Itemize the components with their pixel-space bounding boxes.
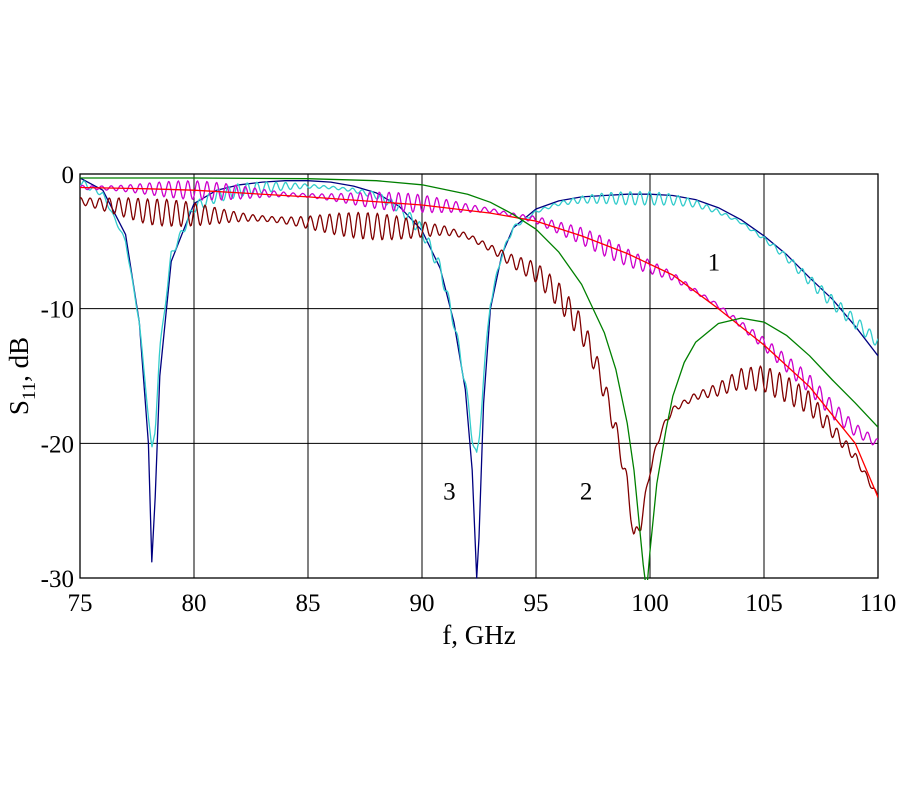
series-line-3: [80, 180, 878, 446]
y-tick-label: -20: [41, 431, 74, 458]
x-tick-label: 100: [631, 590, 669, 617]
series-line-4: [80, 197, 878, 535]
x-tick-label: 110: [860, 590, 897, 617]
y-tick-label: 0: [62, 162, 75, 189]
y-axis-label-main: S: [4, 400, 34, 415]
x-tick-label: 95: [524, 590, 549, 617]
plot-frame: [79, 173, 879, 579]
series-line-6: [80, 177, 878, 580]
series-group: [80, 177, 878, 580]
x-tick-label: 75: [68, 590, 93, 617]
series-line-1: [80, 177, 878, 579]
y-axis-label-unit: , dB: [4, 337, 34, 382]
y-axis-label: S11, dB: [4, 337, 40, 415]
curve-label-2: 2: [580, 478, 593, 505]
y-tick-label: -30: [41, 566, 74, 593]
y-axis-ticks: 0 -10 -20 -30: [41, 162, 74, 593]
series-line-5: [80, 186, 878, 498]
x-axis-label: f, GHz: [442, 620, 515, 650]
x-axis-ticks: 75 80 85 90 95 100 105 110: [68, 590, 897, 617]
curve-annotations: 1 2 3: [443, 250, 720, 506]
x-tick-label: 105: [745, 590, 783, 617]
y-tick-label: -10: [41, 297, 74, 324]
curve-label-3: 3: [443, 478, 456, 505]
x-tick-label: 85: [296, 590, 321, 617]
y-axis-label-subscript: 11: [19, 382, 40, 400]
x-tick-label: 80: [182, 590, 207, 617]
series-line-2: [80, 180, 878, 453]
x-tick-label: 90: [410, 590, 435, 617]
curve-label-1: 1: [708, 250, 721, 277]
